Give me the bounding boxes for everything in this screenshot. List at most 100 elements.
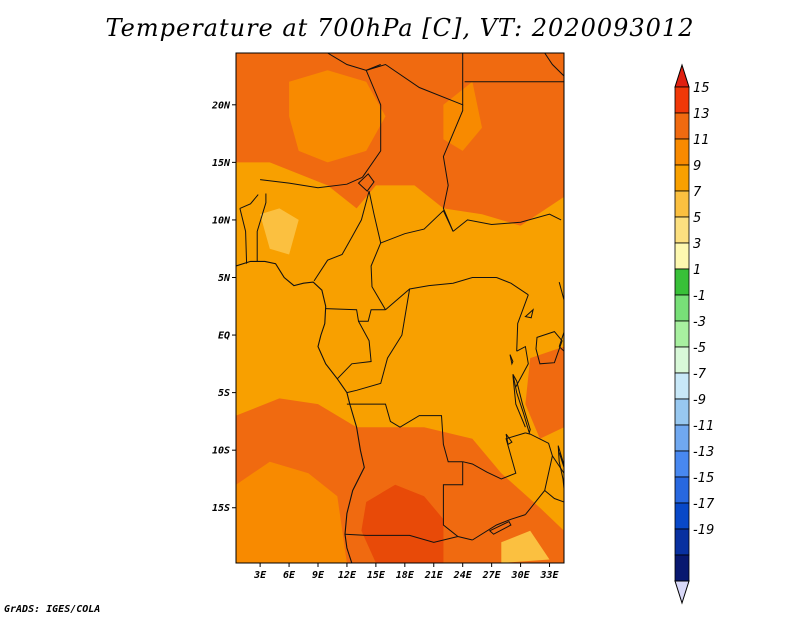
- colorbar-swatch: [674, 86, 690, 114]
- grads-credit: GrADS: IGES/COLA: [4, 604, 101, 615]
- border-drc-south-sudan: [496, 277, 529, 296]
- region-southeast-mild: [501, 530, 550, 563]
- lat-tick-label: 10N: [212, 215, 231, 226]
- border-red-sea-coast: [544, 53, 564, 77]
- colorbar-label: 1: [693, 263, 701, 278]
- colorbar-swatch: [674, 190, 690, 218]
- lon-tick-label: 18E: [396, 570, 415, 581]
- map-axes: 20N 15N 10N 5N EQ 5S 10S 15S 3E 6E 9E 12E 15E 18E 21E 2…: [211, 100, 560, 581]
- colorbar-swatch: [674, 138, 690, 166]
- lon-tick-label: 27E: [482, 570, 502, 581]
- lake-chad: [357, 173, 375, 192]
- border-drc-zambia: [462, 432, 526, 480]
- lon-tick-label: 6E: [283, 570, 296, 581]
- map-frame: [235, 52, 565, 564]
- lon-tick-label: 3E: [253, 570, 267, 581]
- colorbar-label: 11: [693, 133, 710, 148]
- border-chad-sudan: [442, 104, 464, 232]
- border-benin-togo: [239, 208, 248, 264]
- colorbar: 15 13 11 9 7 5 3 1 -1 -3 -5 -7 -9 -11 -13 -15 -17 -19: [674, 63, 715, 605]
- colorbar-swatch: [674, 268, 690, 296]
- border-rwanda-tanzania: [515, 345, 529, 388]
- lon-tick-label: 9E: [312, 570, 325, 581]
- colorbar-swatch: [674, 294, 690, 322]
- colorbar-swatch: [674, 242, 690, 270]
- colorbar-swatch: [674, 476, 690, 504]
- colorbar-label: 9: [693, 159, 701, 174]
- colorbar-label: 15: [693, 81, 710, 96]
- colorbar-label: -13: [693, 445, 714, 460]
- border-zambia-zimbabwe: [472, 514, 526, 541]
- colorbar-label: 5: [693, 211, 701, 226]
- colorbar-label: -1: [693, 289, 706, 304]
- colorbar-swatch: [674, 398, 690, 426]
- lon-tick-label: 15E: [367, 570, 386, 581]
- border-nigeria-cameroon: [313, 190, 370, 282]
- colorbar-swatch: [674, 216, 690, 244]
- lat-tick-label: 15S: [212, 503, 230, 514]
- border-benin-burkina: [239, 194, 259, 209]
- border-cameroon-gabon: [325, 308, 386, 322]
- border-drc-angola: [346, 403, 463, 463]
- region-southwest-cooler: [236, 461, 347, 563]
- region-eastern-warm: [525, 346, 564, 439]
- lon-tick-label: 21E: [424, 570, 444, 581]
- lat-tick-label: 20N: [211, 100, 231, 111]
- temperature-field: [236, 53, 564, 563]
- map-boundaries: [229, 53, 564, 563]
- colorbar-bottom-arrow: [674, 580, 690, 605]
- lat-tick-label: 5N: [218, 273, 231, 284]
- lat-tick-label: 5S: [218, 388, 230, 399]
- lat-tick-label: 15N: [212, 158, 231, 169]
- border-car-drc: [385, 277, 497, 311]
- colorbar-label: -5: [693, 341, 706, 356]
- colorbar-swatch: [674, 502, 690, 530]
- colorbar-swatch: [674, 164, 690, 192]
- colorbar-swatch: [674, 346, 690, 374]
- colorbar-label: -11: [693, 419, 714, 434]
- border-lake-tanganyika-west: [512, 375, 526, 428]
- border-gabon-congo: [336, 320, 372, 380]
- lake-kivu: [509, 354, 514, 366]
- lat-tick-label: EQ: [218, 331, 230, 342]
- lake-victoria: [535, 331, 563, 365]
- border-car-chad: [380, 209, 454, 244]
- colorbar-top-arrow: [674, 63, 690, 88]
- colorbar-swatch: [674, 372, 690, 400]
- colorbar-swatch: [674, 450, 690, 478]
- lon-tick-label: 30E: [511, 570, 531, 581]
- lake-mweru: [505, 433, 513, 446]
- border-angola-namibia: [344, 533, 459, 543]
- border-sudan-south-sudan: [452, 213, 562, 232]
- colorbar-label: -15: [693, 471, 714, 486]
- colorbar-label: 3: [693, 237, 701, 252]
- border-congo-drc: [346, 288, 411, 394]
- coastline: [236, 260, 365, 563]
- colorbar-label: 13: [693, 107, 710, 122]
- colorbar-label: 7: [693, 185, 702, 200]
- colorbar-swatch: [674, 424, 690, 452]
- colorbar-label: -7: [693, 367, 707, 382]
- border-tanzania-mozambique: [558, 452, 564, 468]
- lon-tick-label: 24E: [453, 570, 473, 581]
- lake-kariba: [488, 520, 512, 535]
- colorbar-label: -9: [693, 393, 706, 408]
- lat-tick-label: 10S: [212, 446, 230, 457]
- border-angola-zambia: [442, 461, 473, 541]
- colorbar-label: -17: [693, 497, 715, 512]
- border-uganda-drc: [516, 294, 529, 352]
- lake-albert: [524, 308, 534, 319]
- chart-title: Temperature at 700hPa [C], VT: 202009301…: [105, 14, 695, 42]
- colorbar-swatch: [674, 112, 690, 140]
- colorbar-swatch: [674, 554, 690, 582]
- border-uganda-kenya: [558, 281, 564, 347]
- border-cameroon-car: [368, 190, 386, 310]
- lake-volta: [229, 240, 234, 261]
- colorbar-label: -3: [693, 315, 706, 330]
- lon-tick-label: 12E: [338, 570, 357, 581]
- lake-tanganyika: [512, 373, 531, 435]
- colorbar-label: -19: [693, 523, 714, 538]
- region-north-central-cooler: [289, 70, 386, 163]
- border-benin-nigeria: [256, 193, 267, 262]
